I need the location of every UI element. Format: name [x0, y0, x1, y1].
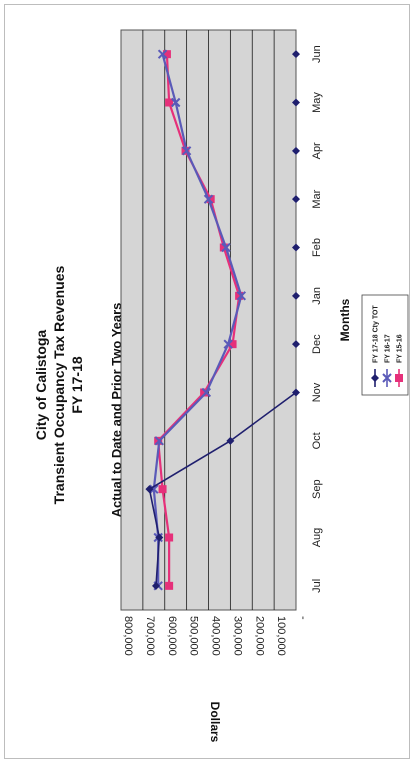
data-point [155, 533, 164, 542]
data-point [226, 436, 235, 445]
data-point [170, 97, 181, 108]
data-point [292, 340, 300, 349]
y-tick-label: 600,000 [166, 616, 178, 656]
x-tick-label: Sep [311, 479, 323, 499]
legend-label: FY 16-17 [385, 334, 392, 363]
x-tick-label: Jun [311, 45, 323, 63]
data-point [165, 98, 174, 107]
data-point [221, 242, 231, 253]
data-point [219, 243, 228, 252]
data-point [395, 374, 403, 382]
chart-subtitle: Actual to Date and Prior Two Years [109, 303, 124, 518]
series-0 [145, 50, 300, 590]
x-tick-label: Feb [311, 238, 323, 257]
x-tick-label: Apr [311, 142, 323, 159]
legend: FY 17-18 Cty TOT FY 16-17 FY 15-16 [361, 294, 409, 396]
chart-title-line-2: Transient Occupancy Tax Revenues [51, 265, 67, 504]
data-point [165, 581, 174, 590]
data-point [382, 373, 392, 383]
y-tick-label: 300,000 [231, 616, 243, 656]
data-point [236, 291, 247, 301]
data-point [157, 49, 168, 59]
legend-label: FY 15-16 [397, 334, 404, 363]
x-tick-label: Jul [311, 579, 323, 593]
data-point [235, 291, 244, 300]
x-tick-label: Nov [311, 382, 323, 402]
chart-title-line-3: FY 17-18 [69, 356, 85, 414]
series-line [152, 53, 243, 586]
data-point [292, 388, 300, 397]
data-point [145, 485, 154, 494]
y-tick-label: 800,000 [122, 616, 134, 656]
y-axis-tick-labels: - 100,000 200,000 300,000 400,000 500,000 600,… [122, 616, 309, 656]
y-axis-title: Dollars [208, 702, 222, 743]
legend-item: FY 15-16 [395, 334, 404, 387]
x-axis-tick-labels: Jul Aug Sep Oct Nov Dec Jan Feb Mar Apr May Jun [311, 45, 323, 593]
y-tick-label: - [297, 616, 309, 620]
x-tick-label: Aug [311, 528, 323, 548]
data-point [292, 291, 300, 300]
series-layer [145, 49, 300, 591]
legend-label: FY 17-18 Cty TOT [373, 305, 380, 363]
data-point [206, 195, 215, 204]
data-point [154, 436, 164, 446]
x-tick-label: Mar [311, 189, 323, 208]
data-point [292, 146, 300, 155]
x-tick-label: Oct [311, 432, 323, 449]
x-axis-title: Months [338, 298, 352, 341]
data-point [149, 484, 159, 494]
chart-title-group: City of Calistoga Transient Occupancy Ta… [33, 265, 85, 504]
data-point [292, 195, 300, 204]
data-point [200, 388, 209, 397]
y-tick-label: 500,000 [188, 616, 200, 656]
data-point [162, 50, 171, 59]
data-point [228, 340, 237, 349]
x-tick-label: Dec [311, 334, 323, 354]
data-point [181, 146, 192, 156]
data-point [158, 485, 167, 494]
x-tick-label: Jan [311, 287, 323, 305]
x-tick-label: May [311, 92, 323, 113]
y-tick-label: 100,000 [275, 616, 287, 656]
data-point [292, 98, 300, 107]
data-point [292, 50, 300, 59]
data-point [152, 581, 160, 590]
data-point [223, 339, 233, 349]
data-point [201, 387, 212, 398]
legend-item: FY 16-17 [382, 334, 392, 387]
chart-title-line-1: City of Calistoga [33, 330, 49, 441]
data-point [203, 194, 214, 204]
y-tick-label: 400,000 [210, 616, 222, 656]
data-point [292, 243, 300, 252]
y-tick-label: 700,000 [144, 616, 156, 656]
y-tick-label: 200,000 [253, 616, 265, 656]
data-point [165, 533, 174, 542]
legend-item: FY 17-18 Cty TOT [371, 305, 380, 387]
data-point [371, 374, 379, 382]
